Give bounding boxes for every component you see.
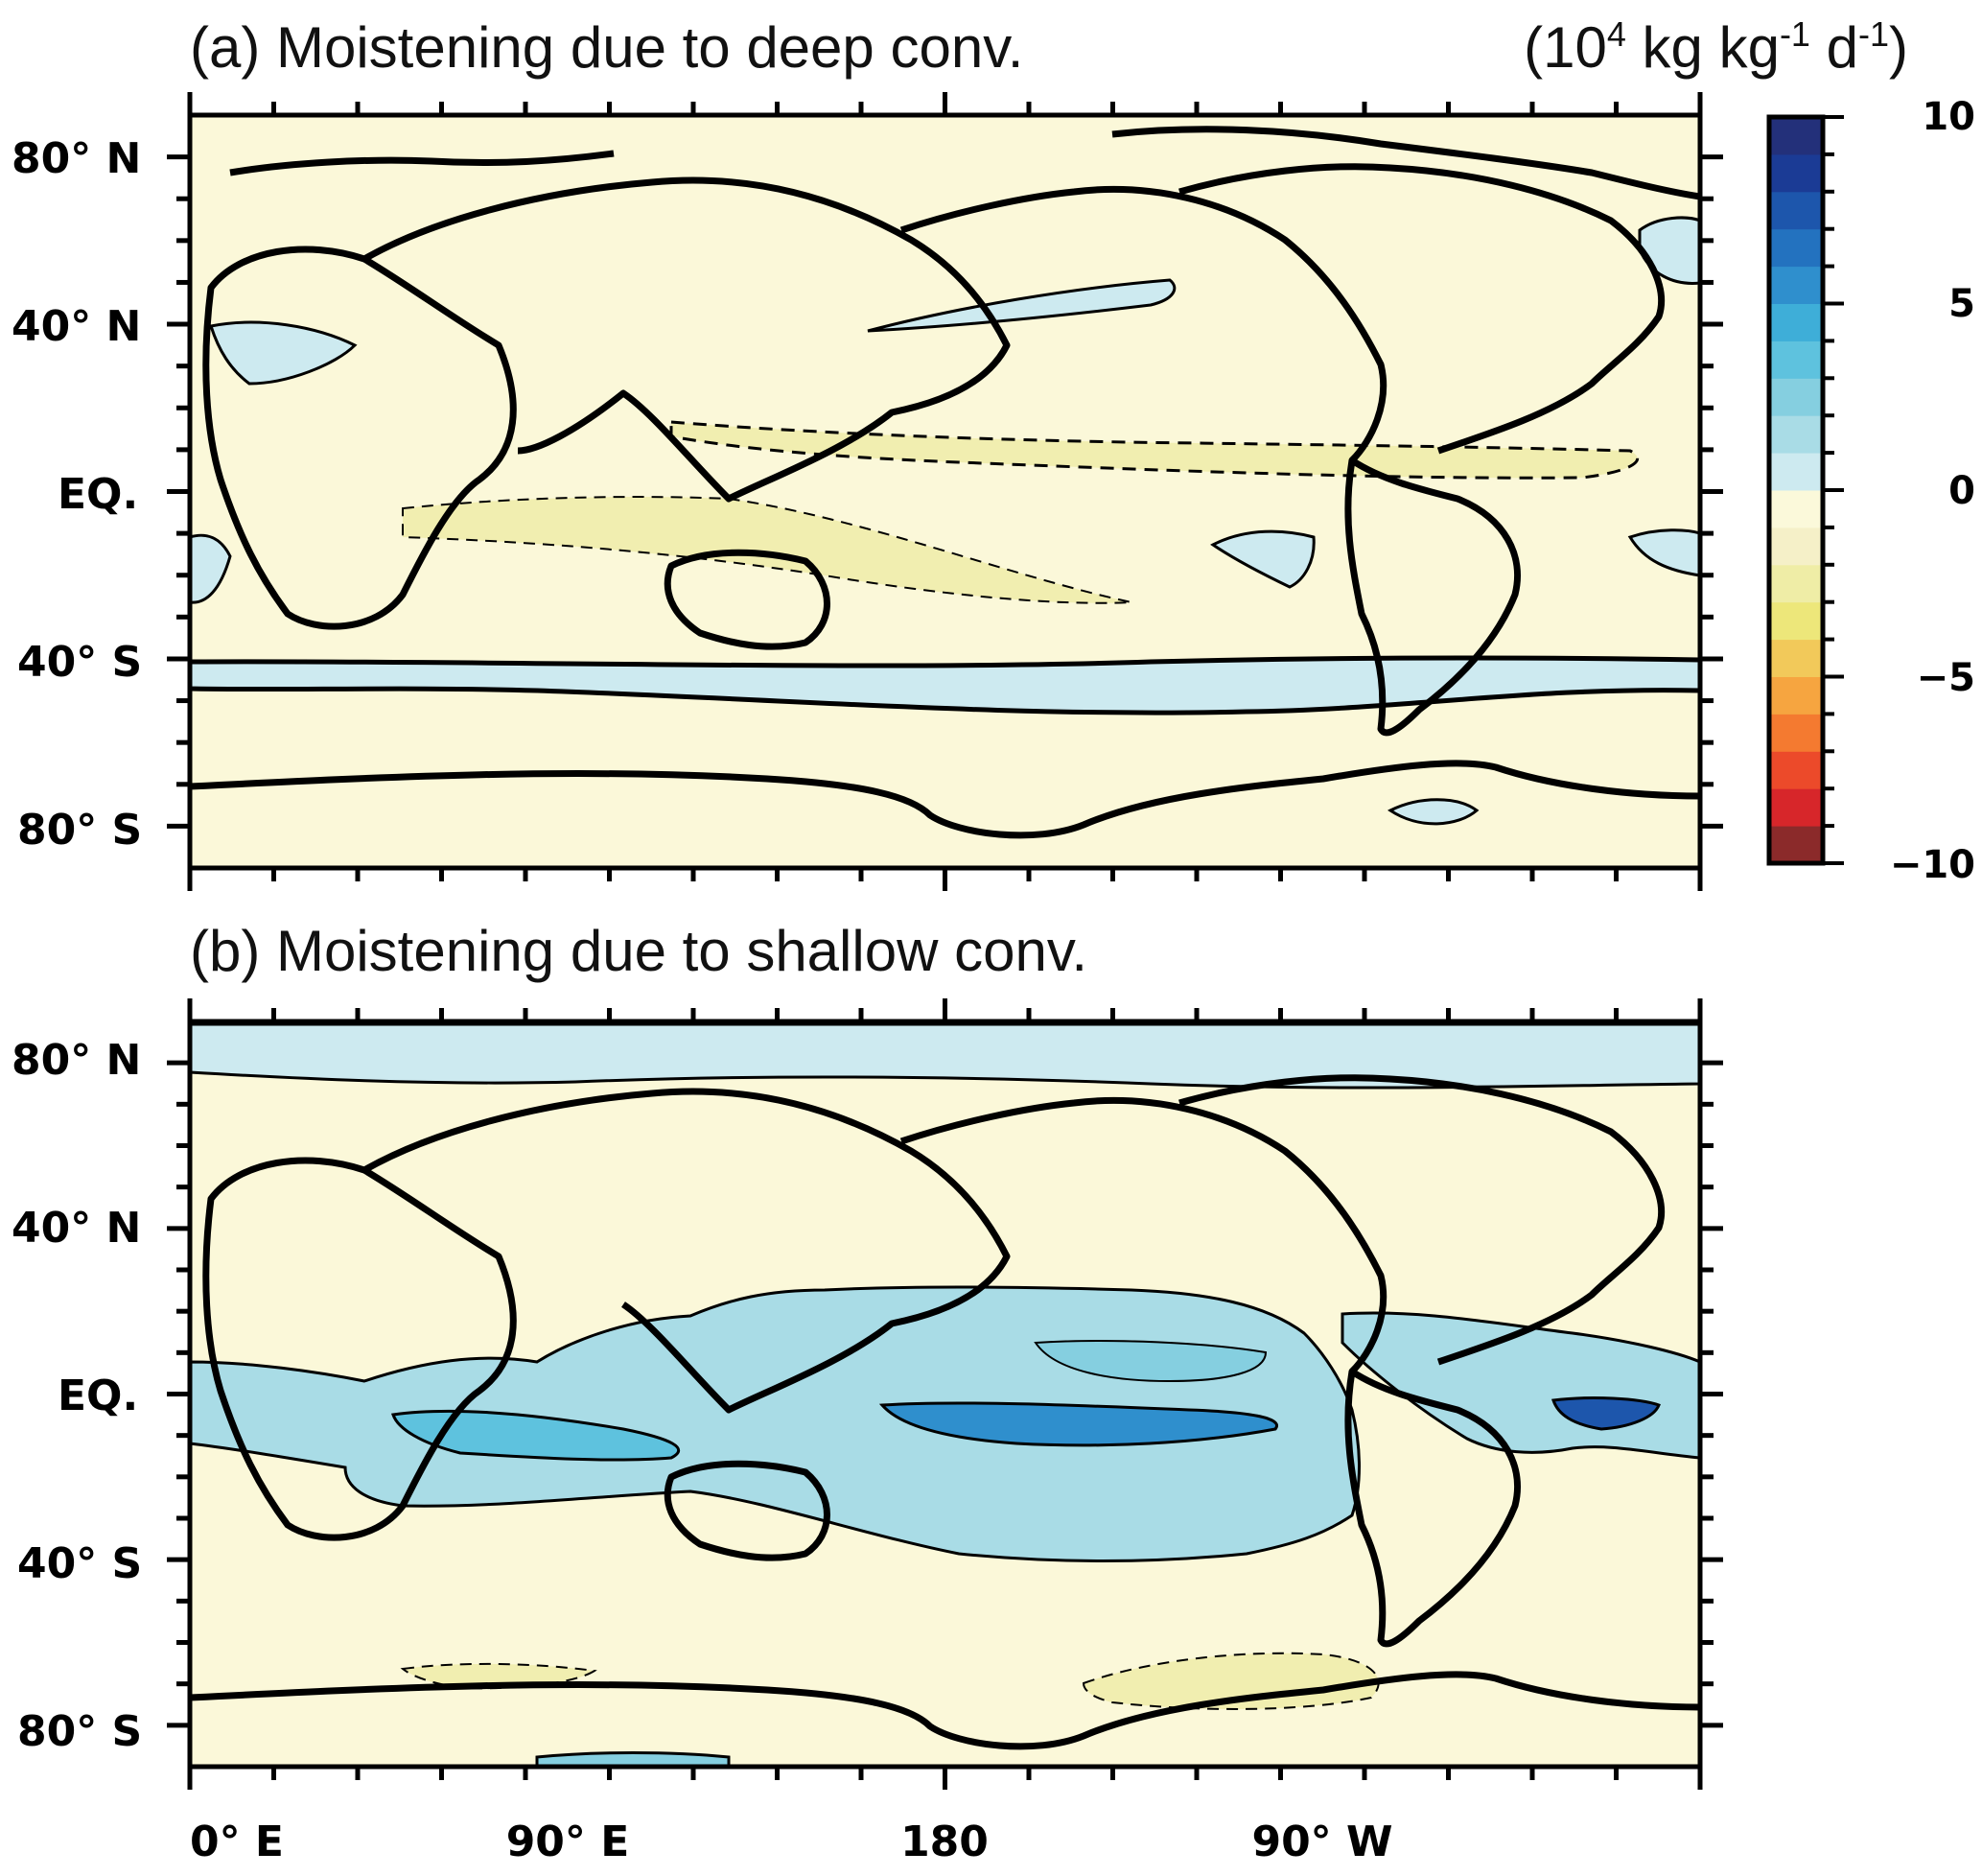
ticks-b — [167, 998, 1723, 1790]
north-pacific-core — [1034, 1340, 1268, 1383]
antarctic-blob — [1387, 798, 1480, 826]
lat-label-80s-b: 80° S — [17, 1707, 142, 1756]
lat-label-eq-b: EQ. — [58, 1372, 138, 1420]
antarctic-blob-b — [535, 1751, 731, 1769]
colorbar-label-neg10: −10 — [1890, 843, 1975, 887]
colorbar-bin — [1769, 490, 1823, 528]
colorbar-bin — [1769, 826, 1823, 864]
colorbar-bin — [1769, 191, 1823, 230]
colorbar-label-10: 10 — [1922, 95, 1975, 139]
panel-a: (a) Moistening due to deep conv. (104 kg… — [12, 14, 1908, 891]
map-a-background — [190, 115, 1700, 868]
colorbar-label-0: 0 — [1948, 469, 1975, 513]
lon-labels: 0° E 90° E 180 90° W — [190, 1817, 1393, 1866]
southern-ocean-band — [187, 655, 1703, 715]
colorbar-bin — [1769, 788, 1823, 827]
lon-label-0e: 0° E — [190, 1817, 284, 1866]
units-label: (104 kg kg-1 d-1) — [1524, 14, 1908, 80]
colorbar-bin — [1769, 340, 1823, 379]
colorbar-bin — [1769, 527, 1823, 566]
atlantic-core — [1551, 1396, 1661, 1431]
panel-b-title: (b) Moistening due to shallow conv. — [190, 919, 1087, 983]
colorbar-label-neg5: −5 — [1917, 656, 1975, 700]
lon-label-90e: 90° E — [506, 1817, 630, 1866]
colorbar-ticks — [1823, 115, 1844, 865]
spcz-band-a — [402, 496, 1132, 604]
mediterranean-blob — [209, 320, 358, 386]
lat-label-40s: 40° S — [17, 638, 142, 687]
coastlines-b — [189, 1074, 1701, 1750]
lat-label-80n-b: 80° N — [12, 1036, 141, 1085]
colorbar-bin — [1769, 751, 1823, 789]
colorbar-bin — [1769, 153, 1823, 193]
colorbar-bin — [1769, 117, 1823, 155]
coastlines-a — [189, 126, 1701, 839]
pacific-core — [878, 1401, 1279, 1447]
map-a — [187, 112, 1703, 871]
panel-b: (b) Moistening due to shallow conv. — [12, 919, 1723, 1866]
arctic-band — [188, 1022, 1702, 1090]
colorbar-bin — [1769, 415, 1823, 454]
lat-label-40n-b: 40° N — [12, 1204, 141, 1253]
indian-core — [391, 1409, 680, 1462]
east-pacific-blob — [1210, 529, 1316, 589]
colorbar-bin — [1769, 266, 1823, 304]
colorbar-bin — [1769, 228, 1823, 268]
itcz-band-a — [669, 420, 1639, 480]
colorbar-bin — [1769, 303, 1823, 341]
colorbar-bin — [1769, 639, 1823, 677]
lat-label-80s: 80° S — [17, 806, 142, 855]
colorbar-bin — [1769, 564, 1823, 603]
lon-label-180: 180 — [900, 1817, 989, 1866]
lat-labels-a: 80° N 40° N EQ. 40° S 80° S — [12, 134, 142, 855]
panel-a-title: (a) Moistening due to deep conv. — [190, 15, 1023, 80]
north-pacific-blob — [867, 278, 1177, 333]
colorbar-bin — [1769, 714, 1823, 752]
colorbar: 10 5 0 −5 −10 — [1766, 95, 1975, 887]
colorbar-label-5: 5 — [1948, 282, 1975, 326]
map-b — [187, 1019, 1703, 1770]
colorbar-bin — [1769, 378, 1823, 416]
lat-label-40s-b: 40° S — [17, 1539, 142, 1588]
indian-west-blob — [188, 533, 232, 604]
lon-label-90w: 90° W — [1251, 1817, 1392, 1866]
colorbar-bins — [1769, 117, 1823, 864]
lat-labels-b: 80° N 40° N EQ. 40° S 80° S — [12, 1036, 142, 1756]
lat-label-40n: 40° N — [12, 302, 141, 351]
colorbar-bin — [1769, 453, 1823, 491]
colorbar-bin — [1769, 676, 1823, 715]
colorbar-bin — [1769, 601, 1823, 641]
lat-label-eq: EQ. — [58, 470, 138, 519]
lat-label-80n: 80° N — [12, 134, 141, 183]
ticks-a — [167, 92, 1723, 891]
